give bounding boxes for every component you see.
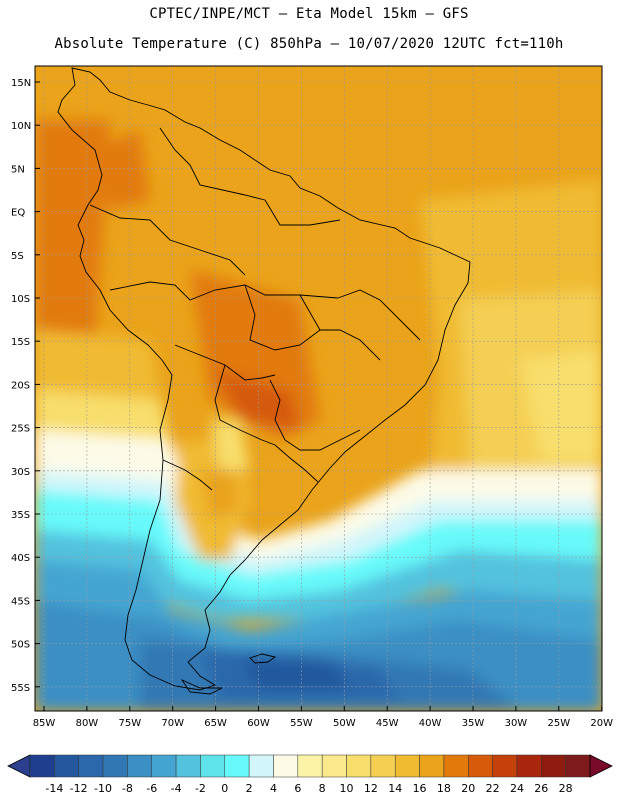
lat-label: 55S	[11, 683, 30, 694]
colorbar-swatch	[516, 754, 542, 778]
lon-label: 70W	[161, 718, 184, 729]
colorbar-label: 18	[437, 782, 451, 795]
colorbar-swatch	[541, 754, 566, 778]
lon-label: 65W	[204, 718, 227, 729]
colorbar-swatch	[102, 754, 128, 778]
lat-label: 20S	[11, 380, 30, 391]
colorbar-swatch	[54, 754, 79, 778]
colorbar-label: 20	[461, 782, 475, 795]
colorbar-swatch	[321, 754, 347, 778]
lat-label: 15S	[11, 337, 30, 348]
colorbar-swatch	[175, 754, 201, 778]
colorbar: -14 -12 -10 -8 -6 -4 -2 0 2 4 6 8 10 12 14 16 18 20 22 24 26…	[7, 754, 613, 795]
lat-label: 50S	[11, 640, 30, 651]
lat-label: 5S	[11, 251, 24, 262]
colorbar-swatch	[200, 754, 226, 778]
colorbar-label: 0	[221, 782, 228, 795]
temperature-field	[35, 66, 602, 711]
colorbar-label: 26	[534, 782, 548, 795]
continent-outline	[57, 67, 471, 695]
lon-label: 50W	[333, 718, 356, 729]
lat-label: 10N	[11, 121, 31, 132]
lon-label: 55W	[290, 718, 313, 729]
colorbar-label: 24	[510, 782, 524, 795]
colorbar-swatch	[224, 754, 250, 778]
colorbar-label: 10	[340, 782, 354, 795]
lat-label: 25S	[11, 424, 30, 435]
colorbar-swatch	[565, 754, 591, 778]
colorbar-label: 8	[319, 782, 326, 795]
lon-label: 80W	[76, 718, 99, 729]
colorbar-swatch	[273, 754, 299, 778]
colorbar-label: 28	[559, 782, 573, 795]
lon-label: 25W	[547, 718, 570, 729]
map-frame	[34, 65, 603, 712]
lon-label: 45W	[376, 718, 399, 729]
colorbar-label: 4	[270, 782, 277, 795]
colorbar-label: -2	[195, 782, 206, 795]
colorbar-swatch	[29, 754, 55, 778]
lat-label: 15N	[11, 78, 31, 89]
lat-label: 5N	[11, 164, 25, 175]
lon-label: 85W	[33, 718, 56, 729]
lon-label: 60W	[247, 718, 270, 729]
lat-label: 40S	[11, 553, 30, 564]
colorbar-swatch	[443, 754, 469, 778]
colorbar-label: 16	[413, 782, 427, 795]
colorbar-arrow-right	[589, 754, 613, 778]
colorbar-label: -14	[45, 782, 63, 795]
colorbar-label: -10	[94, 782, 112, 795]
lat-label: 30S	[11, 467, 30, 478]
lat-label: 45S	[11, 596, 30, 607]
colorbar-label: -8	[122, 782, 133, 795]
lon-label: 35W	[462, 718, 485, 729]
map-grid	[35, 66, 602, 711]
lon-label: 40W	[419, 718, 442, 729]
colorbar-arrow-left	[7, 754, 31, 778]
lon-label: 20W	[590, 718, 613, 729]
colorbar-swatch	[419, 754, 445, 778]
colorbar-swatch	[492, 754, 518, 778]
latitude-labels: 15N 10N 5N EQ 5S 10S 15S 20S 25S 30S 35S 40S 45S 50S 5…	[11, 78, 603, 711]
colorbar-label: 2	[246, 782, 253, 795]
colorbar-swatch	[346, 754, 372, 778]
colorbar-swatch	[468, 754, 493, 778]
colorbar-swatch	[78, 754, 104, 778]
colorbar-label: 12	[364, 782, 378, 795]
colorbar-label: -12	[70, 782, 88, 795]
lon-label: 30W	[505, 718, 528, 729]
lon-label: 75W	[118, 718, 141, 729]
colorbar-swatch	[297, 754, 323, 778]
chart-title-line2: Absolute Temperature (C) 850hPa – 10/07/…	[54, 36, 564, 52]
colorbar-label: 22	[486, 782, 500, 795]
colorbar-swatch	[248, 754, 274, 778]
colorbar-label: 6	[294, 782, 301, 795]
colorbar-label: -6	[146, 782, 157, 795]
chart-title-line1: CPTEC/INPE/MCT – Eta Model 15km – GFS	[149, 6, 469, 22]
lat-label: 35S	[11, 510, 30, 521]
colorbar-swatch	[127, 754, 152, 778]
colorbar-label: 14	[388, 782, 402, 795]
colorbar-swatch	[151, 754, 177, 778]
lat-label: EQ	[11, 208, 25, 219]
colorbar-swatch	[394, 754, 420, 778]
colorbar-swatch	[370, 754, 396, 778]
longitude-labels: 85W 80W 75W 70W 65W 60W 55W 50W 45W 40W 35W 30W 25W 2…	[33, 718, 613, 729]
colorbar-label: -4	[171, 782, 182, 795]
lat-label: 10S	[11, 294, 30, 305]
